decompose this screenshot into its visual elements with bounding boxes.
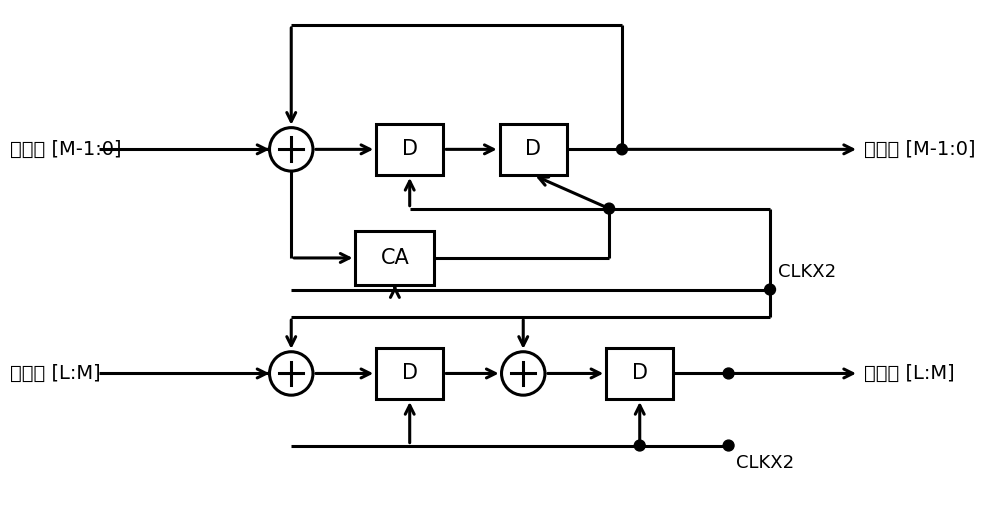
Text: D: D [402,139,418,160]
Text: D: D [632,363,648,384]
Text: D: D [402,363,418,384]
Text: 低位字 [M-1:0]: 低位字 [M-1:0] [864,140,975,159]
Text: 高位字 [L:M]: 高位字 [L:M] [10,364,100,383]
Bar [355,231,434,285]
Bar [376,123,443,175]
Circle shape [617,144,627,155]
Circle shape [604,203,615,214]
Bar [500,123,567,175]
Circle shape [270,352,313,395]
Text: 低位字 [M-1:0]: 低位字 [M-1:0] [10,140,121,159]
Circle shape [765,284,775,295]
Text: CLKX2: CLKX2 [736,454,795,472]
Bar [606,348,673,399]
Text: D: D [525,139,541,160]
Circle shape [502,352,545,395]
Text: CA: CA [381,248,409,268]
Bar [376,348,443,399]
Text: CLKX2: CLKX2 [778,263,836,281]
Circle shape [634,440,645,451]
Circle shape [723,440,734,451]
Circle shape [270,128,313,171]
Circle shape [723,368,734,379]
Text: 高位字 [L:M]: 高位字 [L:M] [864,364,954,383]
